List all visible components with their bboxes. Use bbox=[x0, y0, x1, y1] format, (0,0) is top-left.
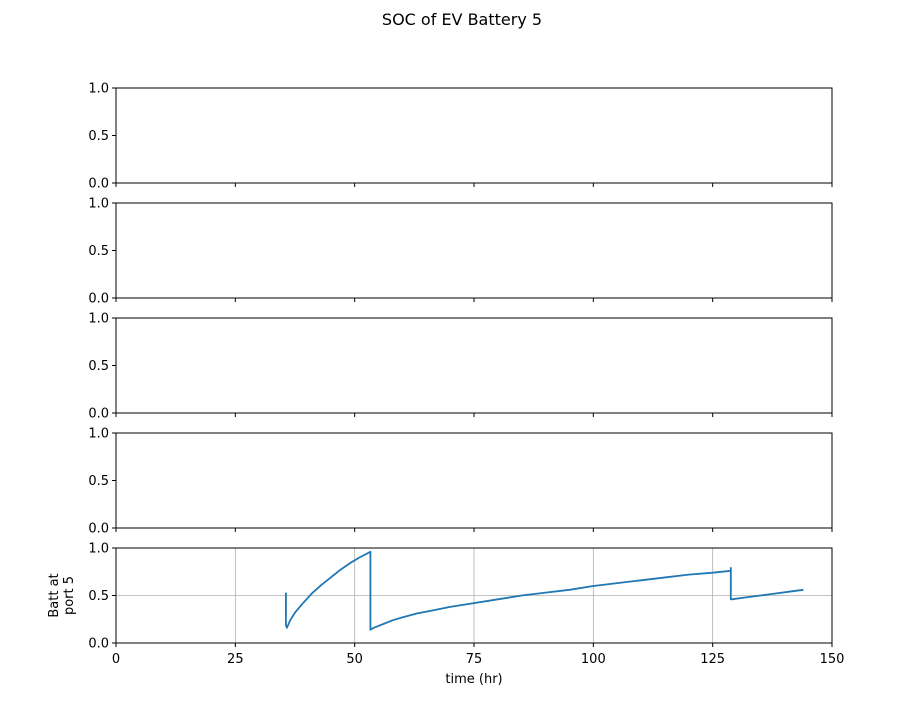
axes-frame bbox=[115, 202, 833, 299]
x-tick-label: 0 bbox=[112, 652, 120, 667]
y-tick-label: 0.5 bbox=[88, 244, 109, 259]
y-tick-label: 1.0 bbox=[88, 82, 109, 97]
x-tick-label: 25 bbox=[227, 652, 244, 667]
y-tick-label: 1.0 bbox=[88, 197, 109, 212]
y-tick-label: 0.0 bbox=[88, 522, 109, 537]
y-tick-label: 0.5 bbox=[88, 474, 109, 489]
y-tick-label: 0.0 bbox=[88, 177, 109, 192]
x-axis-label: time (hr) bbox=[445, 672, 502, 687]
x-tick-label: 50 bbox=[346, 652, 363, 667]
axes-frame bbox=[115, 87, 833, 184]
axes-frame bbox=[115, 317, 833, 414]
y-axis-label: port 5 bbox=[62, 576, 77, 615]
y-tick-label: 1.0 bbox=[88, 312, 109, 327]
y-tick-label: 0.0 bbox=[88, 292, 109, 307]
y-tick-label: 1.0 bbox=[88, 427, 109, 442]
y-tick-label: 0.0 bbox=[88, 407, 109, 422]
y-tick-label: 0.5 bbox=[88, 359, 109, 374]
figure-title: SOC of EV Battery 5 bbox=[381, 10, 543, 29]
y-tick-label: 1.0 bbox=[88, 542, 109, 557]
x-tick-label: 125 bbox=[700, 652, 725, 667]
series-line bbox=[285, 550, 804, 631]
axes-frame bbox=[115, 432, 833, 529]
y-tick-label: 0.0 bbox=[88, 637, 109, 652]
x-tick-label: 150 bbox=[820, 652, 845, 667]
x-tick-label: 100 bbox=[581, 652, 606, 667]
y-tick-label: 0.5 bbox=[88, 129, 109, 144]
y-axis-label: Batt at bbox=[47, 573, 62, 617]
x-tick-label: 75 bbox=[466, 652, 483, 667]
y-tick-label: 0.5 bbox=[88, 589, 109, 604]
